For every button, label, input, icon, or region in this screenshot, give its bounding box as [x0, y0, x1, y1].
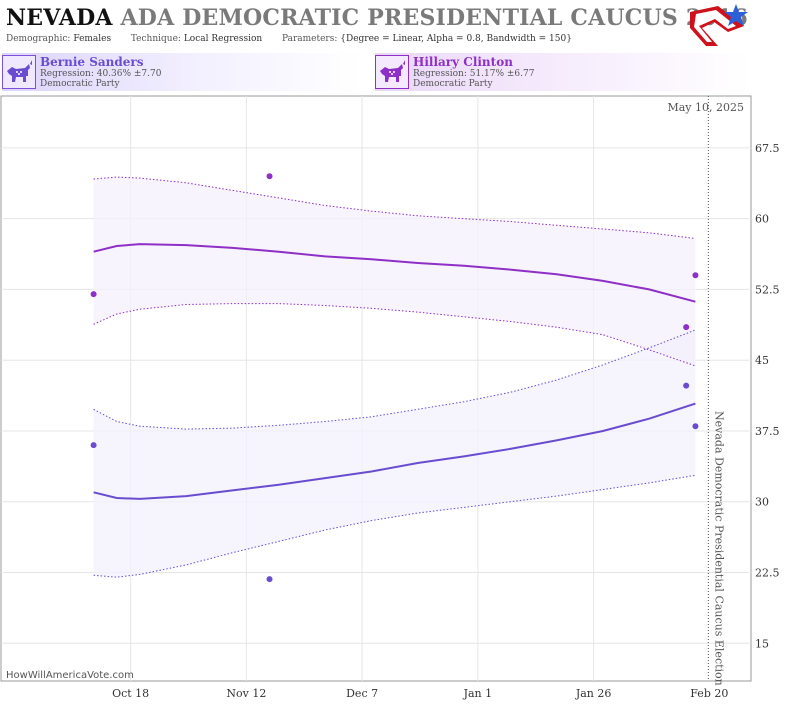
candidate-regression: Regression: 51.17% ±6.77: [413, 69, 535, 79]
technique-value: Local Regression: [183, 34, 263, 44]
y-tick-label: 30: [755, 496, 769, 509]
poll-point: [692, 423, 699, 430]
lower-bound-line: [93, 303, 696, 367]
candidate-card-clinton: Hillary Clinton Regression: 51.17% ±6.77…: [375, 53, 750, 91]
y-tick-label: 22.5: [755, 566, 780, 579]
logo-icon: [690, 4, 748, 46]
poll-point: [683, 324, 690, 331]
x-tick-label: Dec 7: [346, 687, 378, 700]
title-state: NEVADA: [6, 5, 113, 31]
donkey-icon: [2, 55, 36, 89]
candidate-party: Democratic Party: [413, 79, 493, 89]
poll-point: [90, 442, 97, 449]
candidate-regression: Regression: 40.36% ±7.70: [40, 69, 162, 79]
candidate-card-sanders: Bernie Sanders Regression: 40.36% ±7.70 …: [2, 53, 362, 91]
x-tick-label: Jan 1: [463, 687, 493, 700]
technique-label: Technique:: [130, 34, 181, 44]
regression-line: [93, 243, 696, 303]
x-tick-label: Nov 12: [226, 687, 266, 700]
candidate-name: Bernie Sanders: [40, 55, 144, 69]
x-tick-label: Oct 18: [112, 687, 149, 700]
y-tick-label: 52.5: [755, 283, 780, 296]
upper-bound-line: [93, 176, 696, 239]
x-tick-label: Feb 20: [690, 687, 728, 700]
candidate-party: Democratic Party: [40, 79, 120, 89]
election-label: Nevada Democratic Presidential Caucus El…: [712, 411, 725, 686]
parameters-value: {Degree = Linear, Alpha = 0.8, Bandwidth…: [340, 34, 572, 44]
title-rest: ADA DEMOCRATIC PRESIDENTIAL CAUCUS 2016: [120, 5, 748, 31]
poll-point: [266, 576, 273, 583]
demographic-label: Demographic:: [6, 34, 71, 44]
regression-line: [93, 402, 696, 500]
poll-point: [683, 382, 690, 389]
poll-point: [266, 173, 273, 180]
confidence-band: [93, 177, 696, 366]
parameters-line: Demographic: Females Technique: Local Re…: [6, 34, 572, 44]
site-label: HowWillAmericaVote.com: [6, 670, 134, 681]
poll-point: [692, 272, 699, 279]
y-tick-label: 60: [755, 213, 769, 226]
y-tick-label: 15: [755, 637, 769, 650]
x-tick-label: Jan 26: [575, 687, 612, 700]
candidate-legend: Bernie Sanders Regression: 40.36% ±7.70 …: [0, 53, 752, 93]
lower-bound-line: [93, 474, 696, 578]
header: NEVADA ADA DEMOCRATIC PRESIDENTIAL CAUCU…: [0, 0, 752, 52]
donkey-icon: [375, 55, 409, 89]
demographic-value: Females: [73, 34, 112, 44]
parameters-label: Parameters:: [281, 34, 338, 44]
candidate-name: Hillary Clinton: [413, 55, 513, 69]
y-tick-label: 37.5: [755, 425, 780, 438]
page-title: NEVADA ADA DEMOCRATIC PRESIDENTIAL CAUCU…: [6, 5, 748, 31]
y-tick-label: 45: [755, 354, 769, 367]
logo: [688, 2, 750, 50]
poll-point: [90, 291, 97, 298]
y-tick-label: 67.5: [755, 142, 780, 155]
date-label: May 10, 2025: [667, 101, 744, 114]
confidence-band: [93, 330, 696, 578]
